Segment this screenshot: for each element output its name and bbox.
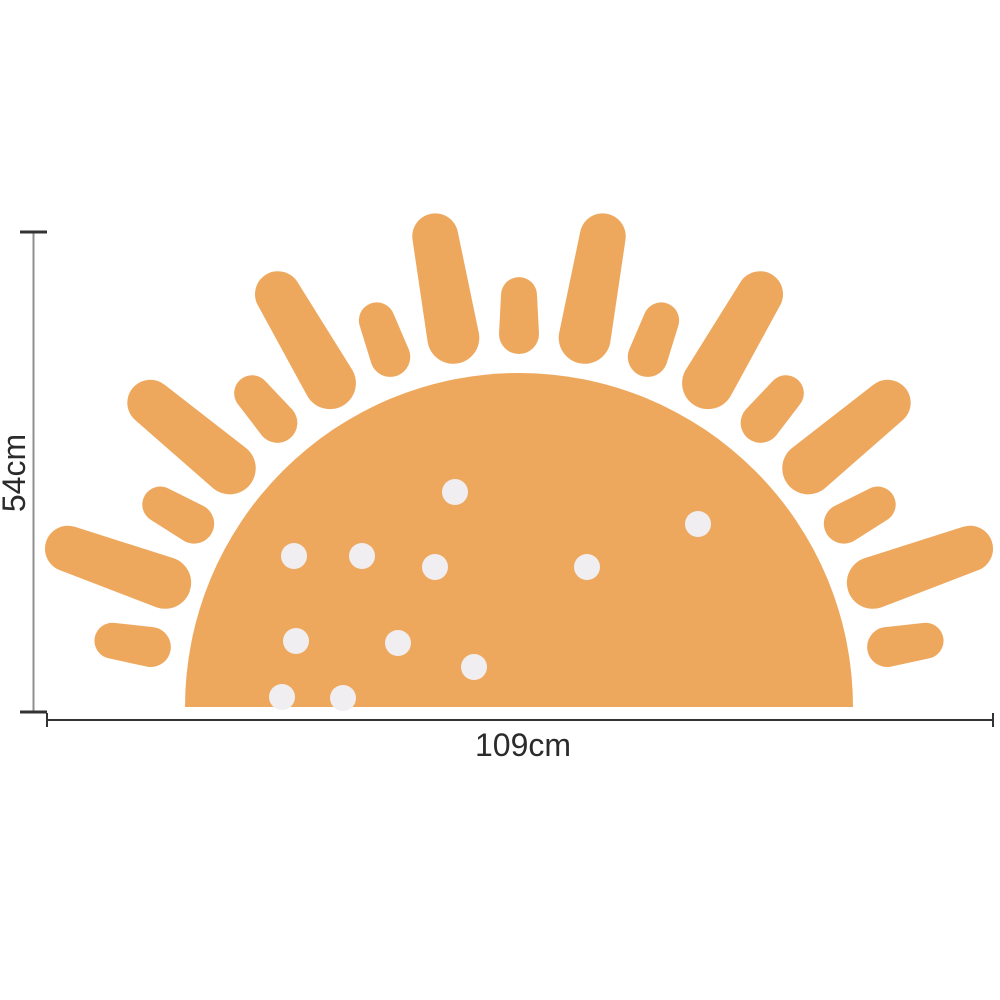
svg-text:109cm: 109cm — [475, 727, 571, 763]
svg-text:54cm: 54cm — [0, 434, 32, 512]
